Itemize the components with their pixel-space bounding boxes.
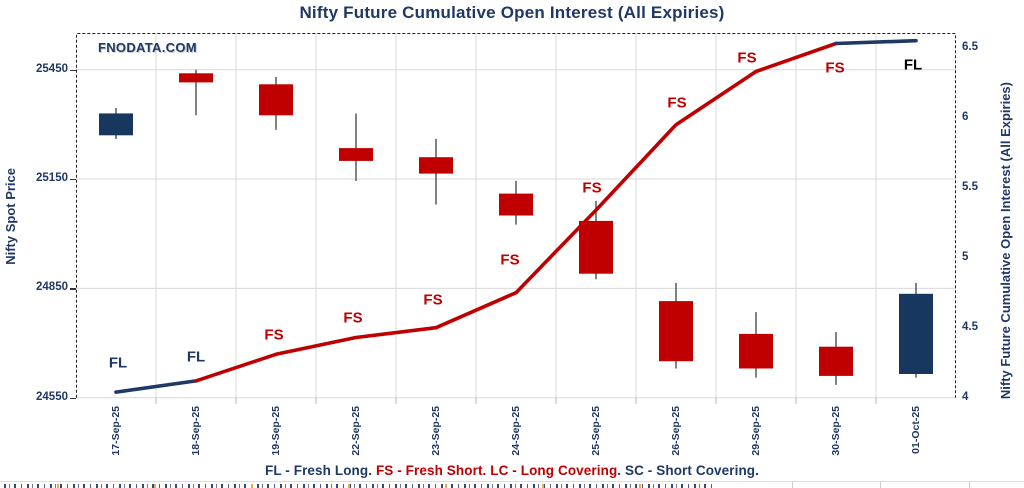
strip-tick [792,482,793,488]
legend-segment: FL - Fresh Long. [264,463,376,478]
x-axis-label: 29-Sep-25 [750,406,762,456]
x-axis-label: 25-Sep-25 [590,406,602,456]
legend-segment: SC - Short Covering. [625,463,760,478]
x-axis-label: 30-Sep-25 [830,406,842,456]
x-axis-label: 01-Oct-25 [910,406,922,454]
y-axis-left-tick-label: 25150 [36,172,68,185]
legend-segment: FS - Fresh Short. [375,463,491,478]
y-axis-left-tick-label: 24550 [36,390,68,403]
y-axis-right-tick-label: 4 [962,390,969,403]
y-axis-right-tick-label: 5 [962,250,969,263]
y-axis-right-tick-label: 4.5 [962,320,978,333]
strip-tick [969,482,970,488]
y-axis-left-tickmark [70,397,76,399]
legend-segment: LC - Long Covering [490,463,618,478]
x-axis-label: 22-Sep-25 [350,406,362,456]
y-axis-right-tick-label: 5.5 [962,180,978,193]
chart-title: Nifty Future Cumulative Open Interest (A… [299,3,725,22]
strip-cropped-text [4,484,712,488]
y-axis-right-tick-label: 6.5 [962,40,978,53]
y-axis-left-tick-label: 25450 [36,62,68,75]
legend-segment: . [617,463,625,478]
x-axis-label: 19-Sep-25 [270,406,282,456]
left-axis-title: Nifty Spot Price [2,33,18,399]
strip-divider [0,481,1024,482]
x-axis-label: 18-Sep-25 [190,406,202,456]
x-axis-label: 24-Sep-25 [510,406,522,456]
x-axis-label: 23-Sep-25 [430,406,442,456]
y-axis-left-tick-label: 24850 [36,281,68,294]
legend: FL - Fresh Long. FS - Fresh Short. LC - … [0,463,1024,478]
y-axis-left-tickmark [70,179,76,181]
x-axis-label: 26-Sep-25 [670,406,682,456]
plot-area: FNODATA.COM FL FL FS FS FS FS FS FS FS FS FL [76,33,956,405]
strip-tick [880,482,881,488]
right-axis-title-text: Nifty Future Cumulative Open Interest (A… [997,82,1013,400]
y-axis-right-tick-label: 6 [962,110,969,123]
y-axis-left-tickmark [70,69,76,71]
cropped-content-strip [0,481,1024,488]
y-axis-left-tickmark [70,288,76,290]
x-axis-label: 17-Sep-25 [110,406,122,456]
plot-svg [76,33,956,404]
